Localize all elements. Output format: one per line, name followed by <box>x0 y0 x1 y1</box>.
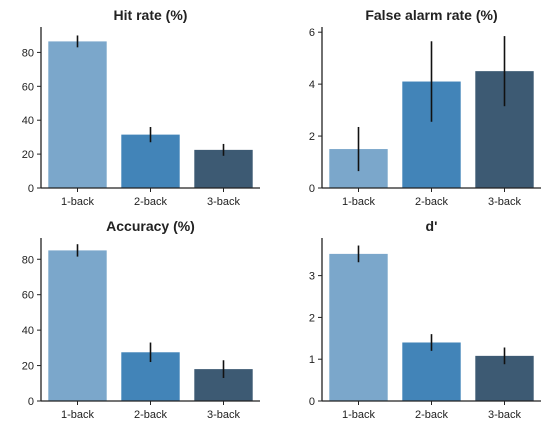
y-tick-label: 60 <box>22 81 34 93</box>
y-tick-label: 0 <box>309 183 315 195</box>
y-tick-label: 2 <box>309 131 315 143</box>
panel-title: False alarm rate (%) <box>365 7 497 23</box>
x-tick-label: 2-back <box>415 409 449 421</box>
y-tick-label: 20 <box>22 149 34 161</box>
y-tick-label: 6 <box>309 27 315 39</box>
panel-title: Hit rate (%) <box>114 7 188 23</box>
x-tick-label: 2-back <box>134 409 168 421</box>
x-tick-label: 3-back <box>488 409 522 421</box>
y-tick-label: 1 <box>309 354 315 366</box>
bar-1-back <box>48 41 107 189</box>
y-tick-label: 3 <box>309 271 315 283</box>
y-tick-label: 60 <box>22 290 34 302</box>
y-tick-label: 80 <box>22 254 34 266</box>
panel-false-alarm-rate: False alarm rate (%) 1-back 2-back 3-back 0… <box>309 7 541 208</box>
x-tick-label: 1-back <box>61 196 95 208</box>
y-tick-label: 0 <box>309 396 315 408</box>
bar-1-back <box>329 253 388 401</box>
x-tick-label: 3-back <box>207 196 241 208</box>
bar-2-back <box>402 342 461 401</box>
bar-2-back <box>121 134 180 188</box>
y-tick-label: 0 <box>28 183 34 195</box>
x-tick-label: 3-back <box>207 409 241 421</box>
x-tick-label: 1-back <box>61 409 95 421</box>
panel-accuracy: Accuracy (%) 1-back 2-back 3-back 0 20 40 60 80 <box>22 218 260 421</box>
y-tick-label: 0 <box>28 396 34 408</box>
y-tick-label: 4 <box>309 79 315 91</box>
x-tick-label: 1-back <box>342 196 376 208</box>
x-tick-label: 2-back <box>134 196 168 208</box>
y-tick-label: 20 <box>22 361 34 373</box>
bar-1-back <box>48 250 107 401</box>
x-tick-label: 2-back <box>415 196 449 208</box>
y-tick-label: 40 <box>22 115 34 127</box>
x-tick-label: 3-back <box>488 196 522 208</box>
panel-hit-rate: Hit rate (%) 1-back 2-back 3-back 0 20 40 60 80 <box>22 7 260 208</box>
y-tick-label: 40 <box>22 325 34 337</box>
y-tick-label: 2 <box>309 312 315 324</box>
bar-3-back <box>194 149 253 188</box>
x-tick-label: 1-back <box>342 409 376 421</box>
panel-title: d' <box>426 218 438 234</box>
panel-title: Accuracy (%) <box>106 218 195 234</box>
panel-d-prime: d' 1-back 2-back 3-back 0 1 2 3 <box>309 218 541 421</box>
y-tick-label: 80 <box>22 47 34 59</box>
